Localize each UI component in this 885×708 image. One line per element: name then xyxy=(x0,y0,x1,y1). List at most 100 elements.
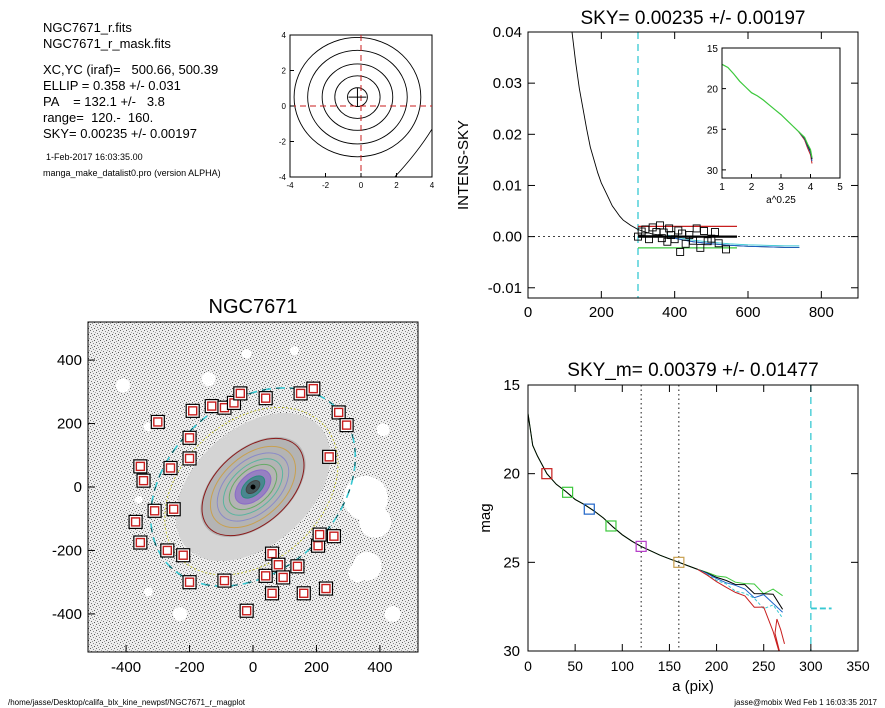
sky-xtick-label: 800 xyxy=(809,304,834,321)
mag-chart-title: SKY_m= 0.00379 +/- 0.01477 xyxy=(567,360,818,381)
pa-line: PA = 132.1 +/- 3.8 xyxy=(43,94,165,109)
sky-ytick-label: -0.01 xyxy=(488,280,522,297)
sky-data-point xyxy=(711,228,719,236)
sky-data-point xyxy=(670,235,679,244)
mag-ytick-label: 30 xyxy=(503,643,520,660)
sky-box-inner xyxy=(184,577,195,587)
sky-plot-area xyxy=(528,32,858,298)
fit-range-square xyxy=(673,556,685,568)
contour-xtick-label: -2 xyxy=(322,181,330,190)
sky-box-outer xyxy=(331,405,346,420)
mag-xlabel: a (pix) xyxy=(672,678,714,695)
mag-xtick-label: 0 xyxy=(524,658,532,674)
masked-star xyxy=(173,606,187,621)
inset-xtick-label: 3 xyxy=(778,182,784,193)
isophote-1 xyxy=(209,445,297,529)
inset-xtick-label: 1 xyxy=(719,182,725,193)
sky-box-outer xyxy=(258,568,273,583)
inset-xtick-label: 5 xyxy=(837,182,843,193)
sky-box-outer xyxy=(217,573,232,588)
mag-xtick-label: 150 xyxy=(658,658,682,674)
isophote-0 xyxy=(201,437,305,537)
contour-xtick-label: 0 xyxy=(359,181,364,190)
sky-line: SKY= 0.00235 +/- 0.00197 xyxy=(43,126,197,141)
sky-box-inner xyxy=(241,606,252,616)
mag-xtick-label: 300 xyxy=(799,658,823,674)
mag-ytick-label: 25 xyxy=(503,554,520,571)
sky-box-inner xyxy=(273,560,284,570)
sky-box-inner xyxy=(235,388,246,399)
mag-ylabel: mag xyxy=(477,503,494,532)
sky-box-outer xyxy=(182,575,197,590)
sky-data-point xyxy=(656,221,664,230)
image-title: NGC7671 xyxy=(209,296,298,318)
sky-box-inner xyxy=(295,388,306,399)
sky-frame xyxy=(527,31,859,299)
contour-ytick-label: -2 xyxy=(279,138,287,147)
contour-ytick-label: 4 xyxy=(282,31,287,40)
galaxy-image-panel: NGC7671 -400 -200 0 200 400 400 200 0 -200 -400 xyxy=(52,296,419,676)
inset-xtick-label: 2 xyxy=(749,182,755,193)
sky-box-outer xyxy=(133,459,148,474)
image-area xyxy=(88,322,418,652)
inset-xtick-label: 4 xyxy=(808,182,814,193)
mag-xtick-label: 250 xyxy=(752,658,776,674)
sky-box-outer xyxy=(326,529,342,544)
contour-level-4 xyxy=(293,37,422,158)
isophote-4 xyxy=(228,463,278,511)
sky-box-outer xyxy=(163,460,178,476)
contour-xtick-label: 4 xyxy=(430,181,435,190)
sky-data-point xyxy=(696,243,705,252)
sky-box-inner xyxy=(260,571,271,581)
sky-box-inner xyxy=(324,452,334,462)
sky-data-point xyxy=(700,227,708,235)
sky-box-outer xyxy=(176,548,191,563)
isophote-2 xyxy=(216,452,290,522)
sky-box-inner xyxy=(149,506,160,516)
sky-data-point xyxy=(681,239,690,248)
mask-file-name: NGC7671_r_mask.fits xyxy=(43,36,171,51)
sky-box-inner xyxy=(219,575,230,586)
mag-profile-panel: SKY_m= 0.00379 +/- 0.01477 a (pix) mag 0 50 1… xyxy=(477,360,870,695)
sky-box-outer xyxy=(182,430,197,445)
contour-ytick-label: -4 xyxy=(279,173,287,182)
sky-xtick-label: 200 xyxy=(589,304,614,321)
sky-box-inner xyxy=(292,561,303,572)
mag-curve-blue xyxy=(697,568,783,613)
ellip-line: ELLIP = 0.358 +/- 0.031 xyxy=(43,78,181,93)
masked-star xyxy=(384,605,401,622)
sky-box-inner xyxy=(135,537,146,548)
center-line: XC,YC (iraf)= 500.66, 500.39 xyxy=(43,62,219,77)
sky-data-point xyxy=(689,236,697,245)
sky-box-inner xyxy=(314,529,325,540)
sky-box-outer xyxy=(312,527,327,542)
fit-range-square xyxy=(635,540,647,552)
sky-data-point xyxy=(714,239,723,248)
fit-range-square xyxy=(605,520,617,532)
sky-box-outer xyxy=(166,502,181,517)
mag-curve-red xyxy=(697,568,785,651)
sky-box-inner xyxy=(178,550,188,560)
footer-path: /home/jasse/Desktop/califa_blx_kine_newp… xyxy=(8,698,246,707)
sky-box-inner xyxy=(130,517,141,527)
sky-data-point xyxy=(676,248,685,256)
masked-star xyxy=(143,422,153,432)
image-xtick-label: -200 xyxy=(175,659,205,676)
inset-plot-area xyxy=(722,63,813,164)
sky-box-outer xyxy=(239,603,254,618)
mag-frame xyxy=(527,384,859,652)
masked-bright-star xyxy=(359,506,392,538)
contour-ytick-label: 0 xyxy=(282,102,287,111)
inset-bg xyxy=(722,48,840,178)
isophote-3 xyxy=(222,458,284,516)
sky-box-inner xyxy=(299,588,309,598)
contour-ytick-label: 2 xyxy=(282,67,287,76)
sky-ytick-label: 0.02 xyxy=(493,126,522,143)
inset-xlabel: a^0.25 xyxy=(766,195,796,206)
fit-range-square xyxy=(583,503,595,515)
sky-xtick-label: 600 xyxy=(735,304,760,321)
image-ytick-label: 0 xyxy=(74,479,82,496)
mag-xtick-label: 100 xyxy=(611,658,635,674)
masked-star xyxy=(134,495,143,504)
